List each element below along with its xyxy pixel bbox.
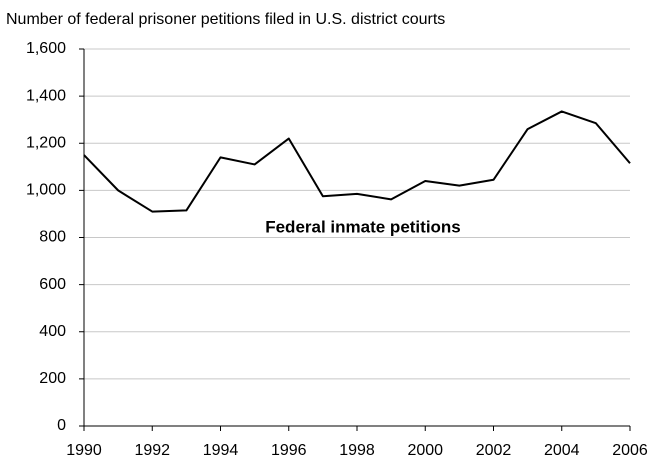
y-tick-label: 400: [39, 323, 66, 340]
x-tick-label: 1996: [271, 442, 307, 459]
y-tick-label: 600: [39, 276, 66, 293]
x-tick-label: 2004: [544, 442, 580, 459]
x-tick-label: 1998: [339, 442, 375, 459]
y-tick-label: 1,400: [26, 87, 66, 104]
x-tick-label: 1990: [66, 442, 102, 459]
y-tick-label: 800: [39, 229, 66, 246]
annotation: Federal inmate petitions: [265, 217, 461, 236]
y-tick-label: 0: [57, 417, 66, 434]
y-tick-label: 200: [39, 370, 66, 387]
x-tick-label: 1992: [134, 442, 170, 459]
x-tick-label: 2000: [407, 442, 443, 459]
x-tick-label: 2006: [612, 442, 648, 459]
line-series: [83, 110, 631, 213]
chart-title: Number of federal prisoner petitions fil…: [6, 11, 445, 28]
y-tick-label: 1,000: [26, 182, 66, 199]
x-tick-label: 1994: [203, 442, 239, 459]
x-tick-label: 2002: [476, 442, 512, 459]
y-tick-label: 1,200: [26, 134, 66, 151]
y-tick-label: 1,600: [26, 40, 66, 57]
